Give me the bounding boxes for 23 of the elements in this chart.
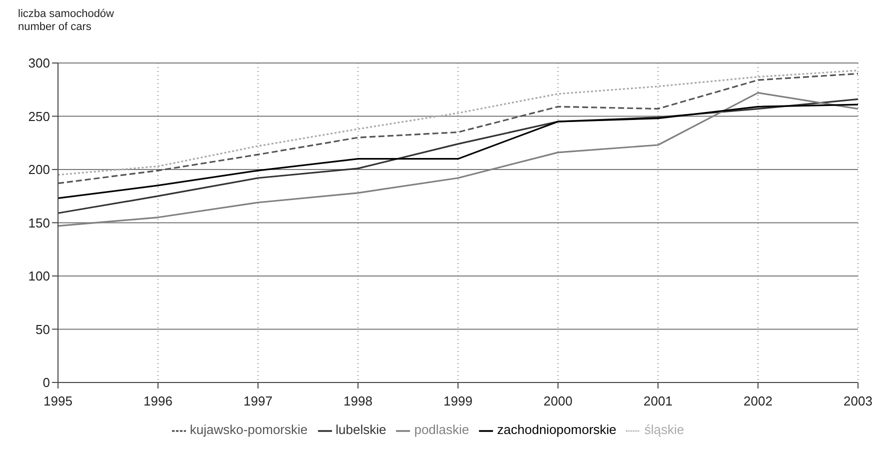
y-tick-label: 50: [36, 322, 50, 337]
y-tick-label: 150: [28, 215, 50, 230]
x-tick-label: 1995: [44, 394, 72, 409]
legend-label: podlaskie: [414, 422, 470, 438]
y-tick-label: 250: [28, 108, 50, 124]
line-series: [58, 104, 858, 200]
legend-label: kujawsko-pomorskie: [190, 422, 308, 438]
y-tick-label: 300: [28, 56, 50, 71]
legend-label: lubelskie: [336, 422, 386, 438]
x-tick-label: 1998: [344, 394, 372, 409]
y-tick-label: 0: [42, 375, 50, 390]
x-tick-label: 2000: [544, 394, 572, 409]
y-axis-title: liczba samochodów number of cars: [18, 8, 114, 34]
y-tick-label: 200: [28, 162, 50, 178]
x-tick-label: 2001: [644, 394, 672, 409]
legend-label: zachodniopomorskie: [497, 422, 616, 438]
y-tick-label: 100: [28, 268, 50, 284]
x-tick-label: 1999: [444, 394, 472, 409]
x-tick-label: 1997: [244, 394, 272, 409]
x-tick-label: 1996: [144, 394, 172, 409]
legend-label: śląskie: [644, 422, 684, 438]
x-tick-label: 2003: [844, 394, 872, 409]
x-tick-label: 2002: [744, 394, 772, 409]
